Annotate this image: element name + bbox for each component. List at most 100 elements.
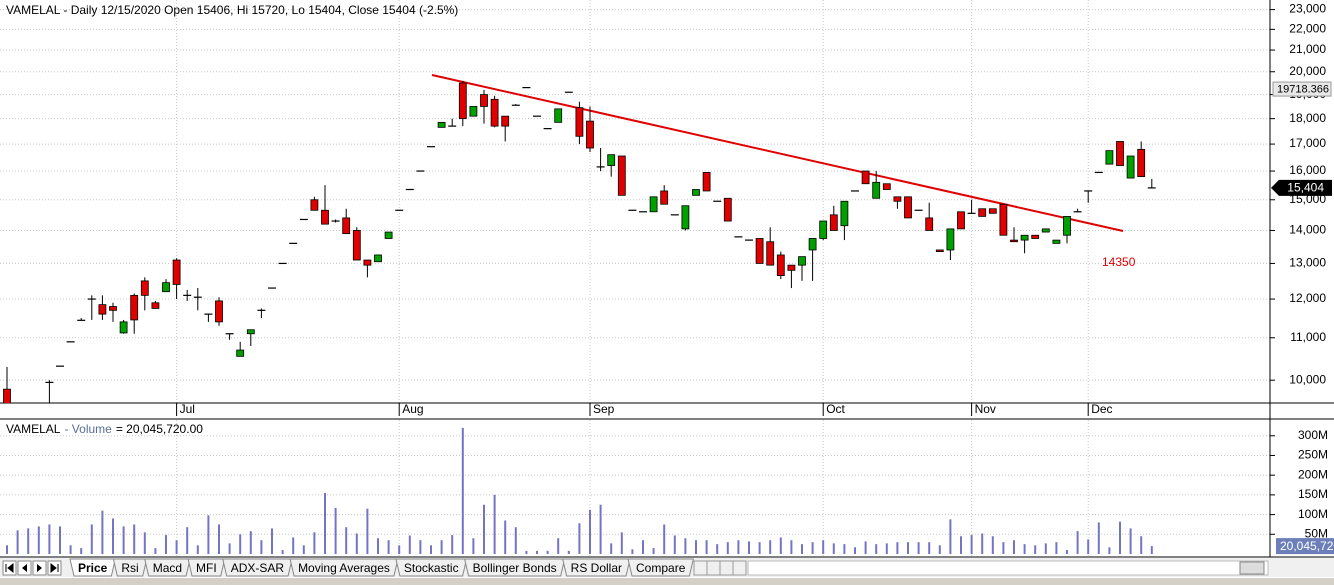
- candle-body: [787, 264, 796, 271]
- volume-bar: [1097, 522, 1100, 554]
- volume-bar: [249, 531, 252, 554]
- tab[interactable]: Price: [69, 558, 116, 577]
- candle-body: [3, 388, 11, 403]
- volume-bar: [514, 527, 517, 554]
- tab[interactable]: Stockastic: [395, 558, 468, 577]
- volume-bar: [981, 533, 984, 554]
- volume-bar: [1066, 550, 1068, 554]
- y-tick-label: 200M: [1298, 467, 1328, 481]
- volume-bar: [1129, 528, 1132, 554]
- volume-bar: [461, 427, 464, 554]
- volume-bar: [271, 528, 273, 554]
- tab-label: Bollinger Bonds: [473, 561, 557, 575]
- tab-tools: [693, 560, 747, 576]
- candle-body: [109, 306, 117, 311]
- volume-bar: [154, 548, 157, 554]
- volume-bar: [578, 523, 581, 554]
- tab[interactable]: ADX-SAR: [222, 558, 293, 577]
- icon: [5, 562, 14, 574]
- volume-bar: [345, 527, 348, 554]
- tab-label: MFI: [196, 561, 217, 575]
- candle-body: [999, 203, 1008, 236]
- candle-body: [1041, 228, 1050, 233]
- volume-bar: [536, 550, 538, 554]
- candle-body: [829, 214, 838, 231]
- y-tick-label: 150M: [1298, 487, 1328, 501]
- candle-body: [352, 230, 361, 261]
- tab-shape: [289, 558, 399, 577]
- volume-bar: [59, 526, 61, 554]
- tab[interactable]: RS Dollar: [562, 558, 631, 577]
- tab[interactable]: Bollinger Bonds: [463, 558, 566, 577]
- candle-body: [501, 115, 510, 127]
- candle-body: [935, 249, 944, 253]
- candle-body: [702, 172, 711, 192]
- candle-body: [1116, 141, 1124, 166]
- volume-bar: [80, 548, 83, 554]
- candle-body: [151, 302, 160, 309]
- volume-bar: [631, 549, 634, 554]
- tab-shape: [144, 558, 191, 577]
- tab-label: Price: [78, 561, 108, 575]
- volume-bar: [1044, 543, 1047, 554]
- last-volume-box: [1276, 538, 1334, 555]
- tab[interactable]: MFI: [187, 558, 226, 577]
- volume-bar: [387, 540, 390, 554]
- candle-body: [798, 256, 806, 266]
- candle-body: [766, 241, 775, 266]
- candle-body: [681, 205, 690, 230]
- candle-body: [384, 231, 393, 239]
- candle-body: [1126, 155, 1135, 179]
- last-volume-label: 20,045,720: [1280, 539, 1334, 553]
- x-tick-label: Dec: [1091, 402, 1112, 416]
- volume-bar: [186, 527, 189, 554]
- volume-bar: [366, 508, 369, 554]
- volume-bar: [864, 541, 867, 554]
- candle-body: [882, 183, 891, 190]
- tab-label: Macd: [153, 561, 182, 575]
- volume-bar: [832, 543, 835, 554]
- tabs: Price Rsi Macd MFI ADX-SAR Moving Averages Sto…: [69, 558, 695, 577]
- volume-pane: [6, 427, 1153, 554]
- volume-bar: [377, 538, 379, 554]
- candle-body: [946, 228, 955, 251]
- tab[interactable]: Moving Averages: [289, 558, 399, 577]
- tab[interactable]: Rsi: [112, 558, 148, 577]
- candle-body: [840, 200, 849, 227]
- candle-body: [437, 121, 446, 128]
- scroll-thumb[interactable]: [1239, 561, 1265, 575]
- tab[interactable]: Compare: [627, 558, 695, 577]
- candle-body: [321, 209, 329, 225]
- volume-bar: [101, 510, 104, 554]
- tab-shape: [627, 558, 695, 577]
- volume-bar: [281, 550, 284, 554]
- candle-body: [617, 155, 626, 196]
- candle-body: [310, 199, 319, 211]
- tab-shape: [562, 558, 631, 577]
- tab-label: RS Dollar: [571, 561, 622, 575]
- volume-bar: [430, 545, 432, 554]
- volume-bar: [811, 542, 814, 554]
- y-tick-label: 13,000: [1289, 256, 1326, 270]
- volume-bar: [875, 544, 878, 554]
- candle-body: [776, 254, 785, 276]
- x-tick-label: Jul: [180, 402, 195, 416]
- candle-body: [363, 259, 372, 266]
- volume-bar: [504, 520, 507, 554]
- candle-body: [586, 120, 594, 149]
- candle-body: [1105, 150, 1114, 165]
- tab-label: Rsi: [121, 561, 138, 575]
- last-price-label: 15,404: [1287, 181, 1324, 195]
- icon: [22, 564, 27, 572]
- volume-bar: [90, 524, 93, 554]
- tab[interactable]: Macd: [144, 558, 191, 577]
- volume-bar: [1140, 536, 1143, 554]
- volume-bar: [69, 545, 72, 554]
- y-tick-label: 250M: [1298, 448, 1328, 462]
- horizontal-scrollbar[interactable]: [747, 560, 1269, 576]
- tab-shape: [222, 558, 293, 577]
- tab-shape: [112, 558, 148, 577]
- volume-bar: [991, 536, 994, 554]
